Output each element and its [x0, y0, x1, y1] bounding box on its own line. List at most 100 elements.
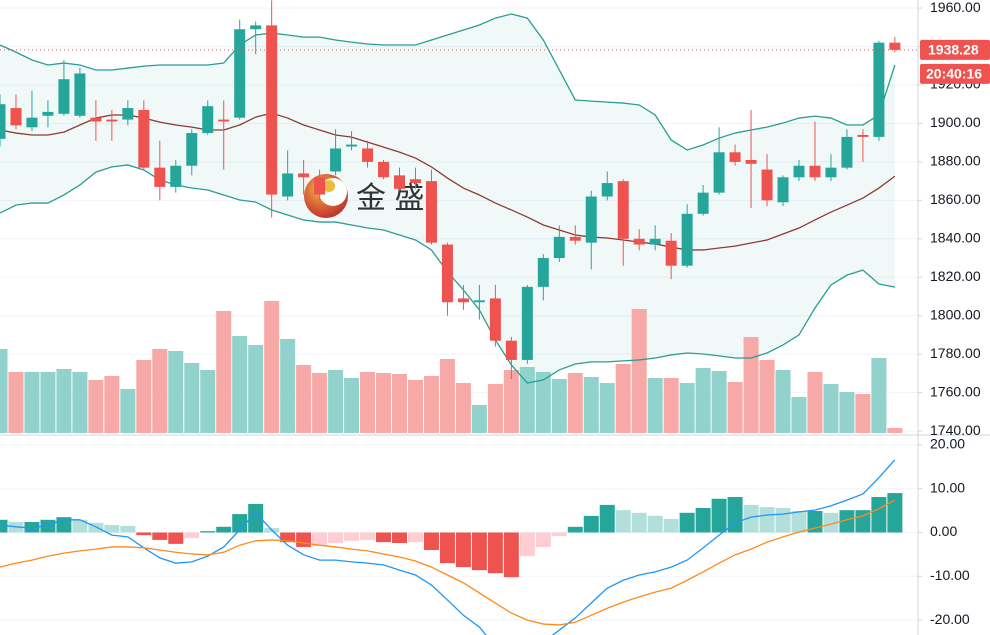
watermark-text: 金 盛 — [356, 182, 424, 215]
volume-bar — [200, 370, 216, 433]
candle-body — [873, 42, 885, 137]
macd-histogram-bar — [280, 532, 296, 543]
candle-body — [26, 117, 38, 128]
macd-histogram-bar — [647, 515, 663, 533]
y-tick-label: 1900.00 — [930, 114, 981, 130]
candle-body — [793, 165, 805, 178]
volume-bar — [647, 378, 663, 433]
candle-body — [553, 236, 565, 259]
candle-body — [521, 286, 533, 360]
candle-body — [74, 73, 86, 116]
candle-body — [569, 236, 581, 241]
macd-histogram-bar — [312, 532, 328, 547]
y-tick-label: 1760.00 — [930, 383, 981, 399]
volume-bar — [775, 370, 791, 433]
y-tick-label: 0.00 — [930, 523, 957, 539]
macd-histogram-bar — [232, 514, 248, 533]
candle-body — [745, 159, 757, 164]
candle-body — [585, 196, 597, 243]
volume-bar — [567, 373, 583, 433]
candle-body — [425, 181, 437, 243]
volume-bar — [887, 428, 903, 433]
macd-histogram-bar — [376, 532, 392, 543]
macd-histogram-bar — [136, 532, 152, 536]
candle-body — [777, 177, 789, 203]
volume-bar — [152, 349, 168, 433]
macd-histogram-bar — [24, 521, 40, 533]
volume-bar — [727, 382, 743, 433]
candle-body — [0, 104, 6, 139]
volume-bar — [88, 380, 104, 433]
y-tick-label: -10.00 — [930, 567, 970, 583]
macd-histogram-bar — [855, 510, 871, 533]
candle-body — [186, 133, 198, 166]
volume-bar — [599, 383, 615, 433]
volume-bar — [360, 372, 376, 433]
candle-body — [330, 148, 342, 172]
macd-histogram-bar — [200, 531, 216, 533]
volume-bar — [503, 370, 519, 433]
macd-histogram-bar — [759, 507, 775, 533]
macd-histogram-bar — [743, 504, 759, 533]
candle-body — [346, 144, 358, 147]
macd-histogram-bar — [104, 525, 120, 533]
volume-bar — [791, 397, 807, 433]
macd-histogram-bar — [631, 512, 647, 533]
volume-bar — [871, 358, 887, 433]
candle-body — [409, 179, 421, 184]
volume-bar — [376, 373, 392, 433]
candle-body — [473, 300, 485, 303]
volume-bar — [216, 311, 232, 433]
volume-bar — [679, 383, 695, 433]
macd-histogram-bar — [328, 532, 344, 544]
macd-histogram-bar — [695, 507, 711, 533]
candle-body — [394, 175, 405, 189]
macd-histogram-bar — [360, 532, 376, 540]
y-tick-label: 1960.00 — [930, 0, 981, 15]
candle-body — [266, 25, 278, 195]
y-tick-label: 1840.00 — [930, 230, 981, 246]
volume-bar — [344, 378, 360, 433]
band-layer — [0, 14, 895, 384]
volume-bar — [823, 384, 839, 433]
y-tick-label: 20.00 — [930, 436, 965, 452]
volume-bar — [759, 360, 775, 433]
bollinger-upper — [0, 13, 896, 151]
volume-bar — [551, 379, 567, 433]
volume-bar — [184, 363, 200, 433]
macd-histogram-bar — [168, 532, 184, 544]
candle-body — [314, 177, 326, 195]
macd-histogram-bar — [152, 532, 168, 540]
candle-layer — [0, 0, 918, 380]
volume-bar — [296, 365, 312, 433]
last-price-label: 1938.28 — [928, 42, 979, 58]
volume-bar — [535, 372, 551, 433]
macd-histogram-bar — [615, 510, 631, 533]
volume-bar — [407, 380, 423, 433]
volume-bar — [0, 349, 8, 433]
volume-bar — [807, 372, 823, 433]
macd-histogram-bar — [392, 532, 407, 544]
macd-layer — [0, 459, 903, 635]
volume-bar — [40, 372, 56, 433]
macd-histogram-bar — [88, 522, 104, 533]
volume-bar — [439, 359, 455, 433]
candle-body — [857, 134, 869, 137]
macd-histogram-bar — [791, 511, 807, 533]
candle-body — [809, 165, 821, 178]
macd-histogram-bar — [535, 532, 551, 547]
macd-histogram-bar — [407, 532, 423, 543]
macd-histogram-bar — [40, 519, 56, 533]
macd-histogram-bar — [679, 512, 695, 533]
candle-body — [457, 298, 469, 303]
axis-layer: 1740.00 1760.00 1780.00 1800.00 1820.00 1840.… — [918, 0, 990, 627]
candle-body — [601, 183, 613, 197]
y-tick-label: 1860.00 — [930, 191, 981, 207]
macd-histogram-bar — [839, 510, 855, 533]
macd-histogram-bar — [519, 532, 535, 557]
candle-body — [170, 165, 182, 187]
candle-body — [841, 136, 853, 168]
volume-bar — [583, 377, 599, 433]
